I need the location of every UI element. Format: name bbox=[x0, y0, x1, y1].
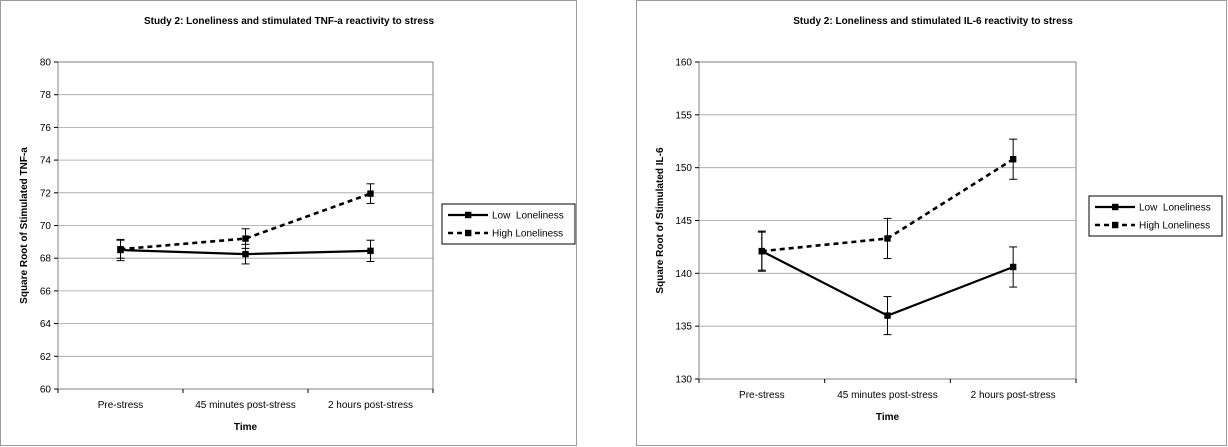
y-tick-label: 70 bbox=[40, 221, 52, 232]
y-tick-label: 72 bbox=[40, 188, 52, 199]
data-point-high bbox=[367, 190, 374, 197]
y-tick-label: 62 bbox=[40, 352, 52, 363]
y-tick-label: 155 bbox=[675, 110, 692, 121]
data-point-high bbox=[884, 235, 891, 242]
legend-box bbox=[1088, 195, 1223, 237]
y-tick-label: 145 bbox=[675, 216, 692, 227]
x-tick-label: 2 hours post-stress bbox=[971, 390, 1056, 401]
y-tick-label: 150 bbox=[675, 163, 692, 174]
y-tick-label: 80 bbox=[40, 58, 52, 69]
data-point-high bbox=[117, 246, 124, 253]
chart-title: Study 2: Loneliness and stimulated IL-6 … bbox=[793, 16, 1073, 27]
y-tick-label: 160 bbox=[675, 58, 692, 69]
data-point-high bbox=[758, 247, 766, 255]
x-tick-label: 45 minutes post-stress bbox=[195, 400, 296, 411]
x-tick-label: Pre-stress bbox=[739, 390, 785, 401]
legend-marker bbox=[1112, 221, 1119, 229]
legend-label: High Loneliness bbox=[492, 229, 563, 240]
x-axis-title: Time bbox=[234, 422, 258, 433]
data-point-low bbox=[1009, 263, 1017, 271]
y-tick-label: 74 bbox=[40, 156, 52, 167]
legend-marker bbox=[465, 229, 472, 237]
tnf-chart-panel: Study 2: Loneliness and stimulated TNF-a… bbox=[0, 0, 577, 446]
x-tick-label: Pre-stress bbox=[98, 400, 144, 411]
y-tick-label: 64 bbox=[40, 319, 52, 330]
il6-chart: Study 2: Loneliness and stimulated IL-6 … bbox=[655, 16, 1223, 423]
y-tick-label: 60 bbox=[40, 385, 52, 396]
y-tick-label: 78 bbox=[40, 90, 52, 101]
y-tick-label: 76 bbox=[40, 123, 52, 134]
x-axis-title: Time bbox=[876, 412, 900, 423]
legend-label: Low Loneliness bbox=[1139, 203, 1211, 214]
data-point-low bbox=[242, 250, 249, 258]
legend-marker bbox=[1112, 203, 1119, 211]
y-tick-label: 66 bbox=[40, 286, 52, 297]
y-tick-label: 135 bbox=[675, 322, 692, 333]
x-tick-label: 2 hours post-stress bbox=[328, 400, 413, 411]
legend-box bbox=[441, 203, 576, 245]
legend-marker bbox=[465, 211, 472, 219]
chart-title: Study 2: Loneliness and stimulated TNF-a… bbox=[144, 16, 435, 27]
y-tick-label: 140 bbox=[675, 269, 692, 280]
legend-label: High Loneliness bbox=[1139, 221, 1210, 232]
y-axis-title: Square Root of Stimulated IL-6 bbox=[655, 147, 666, 294]
y-tick-label: 130 bbox=[675, 375, 692, 386]
y-axis-title: Square Root of Stimulated TNF-a bbox=[19, 147, 30, 304]
y-tick-label: 68 bbox=[40, 254, 52, 265]
data-point-high bbox=[1009, 156, 1017, 163]
legend: Low Loneliness High Loneliness bbox=[1088, 195, 1223, 237]
il6-chart-panel: Study 2: Loneliness and stimulated IL-6 … bbox=[636, 0, 1227, 446]
data-point-high bbox=[242, 235, 249, 242]
legend: Low Loneliness High Loneliness bbox=[441, 203, 576, 245]
tnf-chart: Study 2: Loneliness and stimulated TNF-a… bbox=[19, 16, 576, 433]
data-point-low bbox=[884, 312, 891, 319]
legend-label: Low Loneliness bbox=[492, 211, 564, 222]
data-point-low bbox=[367, 247, 374, 255]
x-tick-label: 45 minutes post-stress bbox=[837, 390, 938, 401]
